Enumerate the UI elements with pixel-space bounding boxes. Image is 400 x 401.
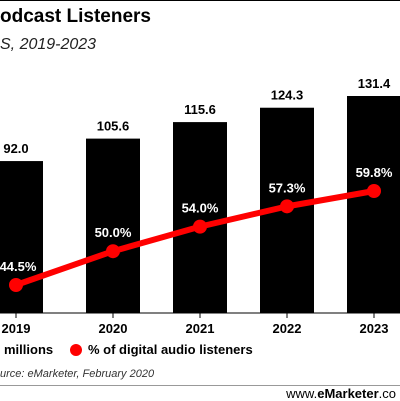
- line-value-label-2021: 54.0%: [182, 201, 219, 216]
- source-note: urce: eMarketer, February 2020: [0, 368, 155, 380]
- line-value-label-2020: 50.0%: [95, 225, 132, 240]
- x-tick-label-2023: 2023: [360, 321, 389, 336]
- legend: millions % of digital audio listeners: [0, 342, 400, 362]
- legend-label-millions: millions: [4, 342, 54, 357]
- bar-2019: [0, 161, 43, 313]
- bar-2020: [86, 138, 140, 313]
- line-point-2023: [367, 184, 381, 198]
- legend-item-percent: % of digital audio listeners: [70, 342, 253, 357]
- line-point-2021: [193, 219, 207, 234]
- line-value-label-2019: 44.5%: [0, 259, 37, 274]
- bottom-rule: [0, 385, 400, 386]
- bar-value-label-2019: 92.0: [3, 141, 28, 156]
- line-point-2020: [106, 244, 120, 259]
- chart-subtitle: S, 2019-2023: [0, 36, 97, 53]
- line-point-2022: [280, 199, 294, 214]
- line-point-2019: [9, 278, 23, 292]
- line-value-label-2022: 57.3%: [269, 180, 306, 195]
- top-rule: [0, 0, 400, 1]
- bar-value-label-2023: 131.4: [358, 76, 391, 91]
- brand-name: eMarketer: [317, 386, 379, 401]
- legend-label-percent: % of digital audio listeners: [88, 342, 253, 357]
- chart-title: odcast Listeners: [0, 6, 151, 27]
- bar-value-label-2022: 124.3: [271, 88, 304, 103]
- legend-item-millions: millions: [4, 342, 53, 357]
- x-tick-label-2022: 2022: [273, 321, 302, 336]
- bar-2021: [173, 122, 227, 313]
- bar-value-label-2020: 105.6: [97, 119, 130, 134]
- chart-plot: 92.0 105.6 115.6 124.3 131.4 44.5% 50.0% 54.0% 5…: [0, 76, 400, 336]
- brand-link[interactable]: www.eMarketer.co: [286, 386, 396, 401]
- legend-swatch-percent: [70, 343, 82, 356]
- bar-value-label-2021: 115.6: [184, 102, 216, 117]
- line-value-label-2023: 59.8%: [356, 165, 393, 180]
- brand-prefix: www.: [286, 386, 318, 401]
- x-tick-label-2021: 2021: [186, 321, 215, 336]
- x-tick-label-2019: 2019: [2, 321, 31, 336]
- bar-2023: [347, 96, 400, 313]
- x-tick-label-2020: 2020: [99, 321, 128, 336]
- brand-suffix: .co: [378, 386, 396, 401]
